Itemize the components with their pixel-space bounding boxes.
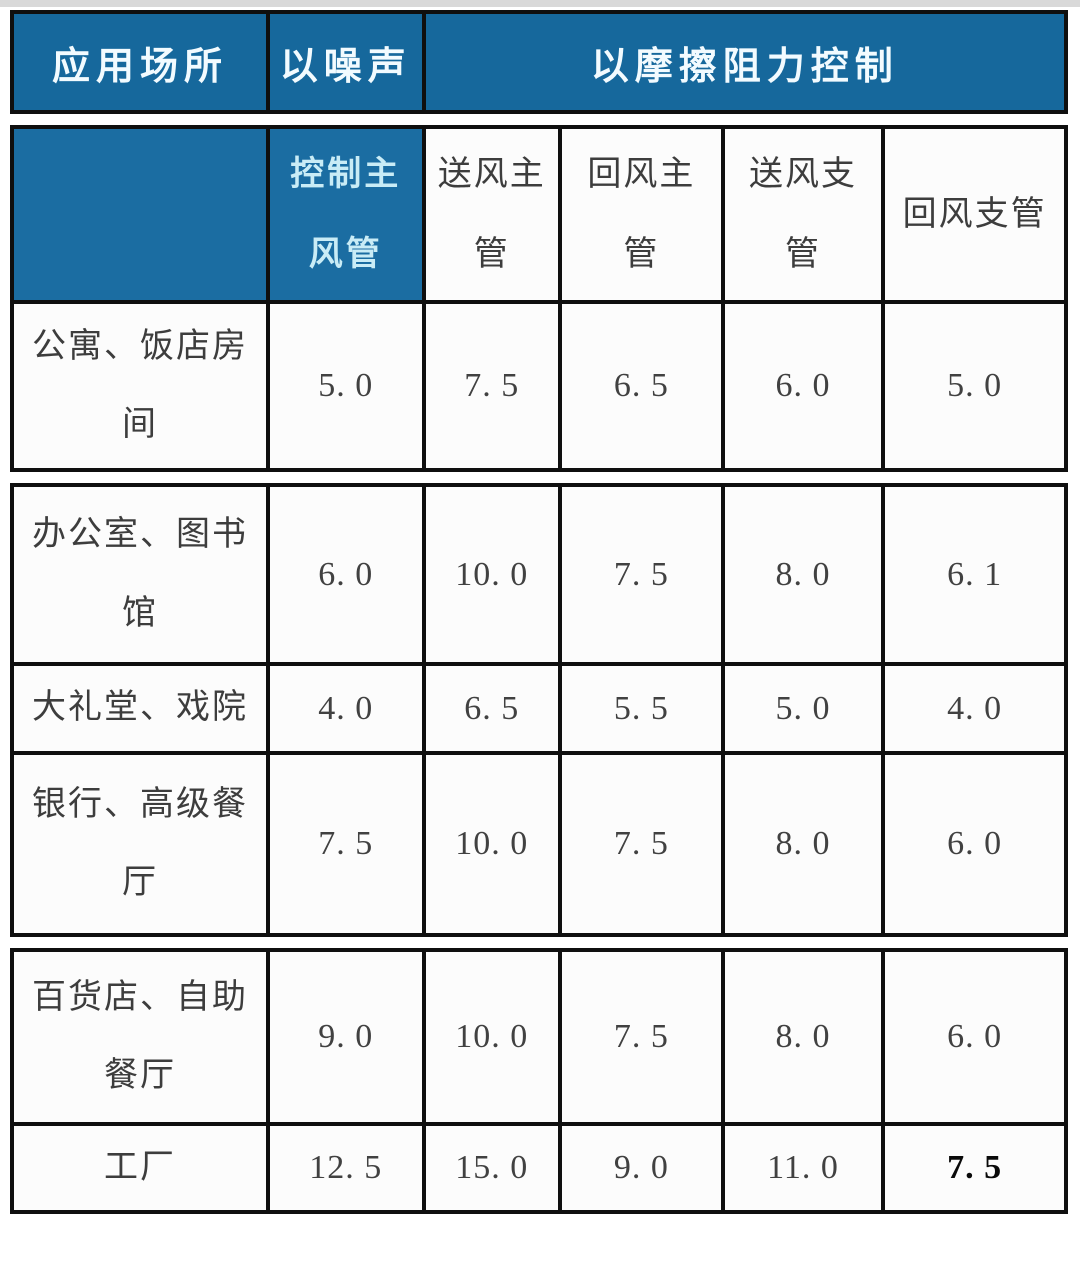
duct-friction-table: 应用场所 以噪声 以摩擦阻力控制 控制主 风管 送风主 管 回风主 管 送风支 … [0,7,1080,1214]
table-row: 百货店、自助 餐厅 9. 0 10. 0 7. 5 8. 0 6. 0 [10,948,1068,1126]
value-cell: 4. 0 [881,662,1068,755]
table-section-2: 办公室、图书 馆 6. 0 10. 0 7. 5 8. 0 6. 1 大礼堂、戏… [10,483,1068,937]
subheader-row: 控制主 风管 送风主 管 回风主 管 送风支 管 回风支管 [10,125,1068,304]
value-cell-dark: 7. 5 [881,1122,1068,1214]
value-cell: 9. 0 [265,948,426,1126]
value-cell: 7. 5 [558,483,725,666]
subheader-cell-empty [10,125,270,304]
value-cell: 5. 5 [558,662,725,755]
value-cell: 7. 5 [558,751,725,937]
value-cell: 6. 5 [558,300,725,472]
value-cell: 6. 0 [881,948,1068,1126]
table-section-1: 控制主 风管 送风主 管 回风主 管 送风支 管 回风支管 公寓、饭店房 间 5… [10,125,1068,472]
row-label: 百货店、自助 餐厅 [10,948,270,1126]
subheader-cell-return-branch: 回风支管 [881,125,1068,304]
top-divider [0,0,1080,7]
value-cell: 7. 5 [265,751,426,937]
value-cell: 5. 0 [265,300,426,472]
table-row: 公寓、饭店房 间 5. 0 7. 5 6. 5 6. 0 5. 0 [10,300,1068,472]
value-cell: 10. 0 [421,948,563,1126]
value-cell: 7. 5 [421,300,563,472]
value-cell: 4. 0 [265,662,426,755]
value-cell: 7. 5 [558,948,725,1126]
value-cell: 6. 0 [720,300,886,472]
subheader-cell-return-main: 回风主 管 [558,125,725,304]
subheader-cell-supply-main: 送风主 管 [421,125,563,304]
value-cell: 12. 5 [265,1122,426,1214]
header-cell-by-friction: 以摩擦阻力控制 [421,10,1069,114]
header-row: 应用场所 以噪声 以摩擦阻力控制 [10,10,1069,114]
value-cell: 6. 0 [265,483,426,666]
value-cell: 6. 5 [421,662,563,755]
value-cell: 6. 0 [881,751,1068,937]
row-label: 公寓、饭店房 间 [10,300,270,472]
row-label: 办公室、图书 馆 [10,483,270,666]
table-section-3: 百货店、自助 餐厅 9. 0 10. 0 7. 5 8. 0 6. 0 工厂 1… [10,948,1068,1214]
table-section-header: 应用场所 以噪声 以摩擦阻力控制 [10,10,1069,114]
subheader-cell-supply-branch: 送风支 管 [720,125,886,304]
table-row: 工厂 12. 5 15. 0 9. 0 11. 0 7. 5 [10,1122,1068,1214]
header-cell-application-place: 应用场所 [10,10,270,114]
value-cell: 8. 0 [720,751,886,937]
value-cell: 15. 0 [421,1122,563,1214]
value-cell: 5. 0 [881,300,1068,472]
value-cell: 8. 0 [720,948,886,1126]
row-label: 银行、高级餐 厅 [10,751,270,937]
value-cell: 8. 0 [720,483,886,666]
value-cell: 10. 0 [421,751,563,937]
table-row: 银行、高级餐 厅 7. 5 10. 0 7. 5 8. 0 6. 0 [10,751,1068,937]
subheader-cell-noise-main-duct: 控制主 风管 [265,125,426,304]
header-cell-by-noise: 以噪声 [265,10,426,114]
value-cell: 6. 1 [881,483,1068,666]
table-row: 办公室、图书 馆 6. 0 10. 0 7. 5 8. 0 6. 1 [10,483,1068,666]
value-cell: 9. 0 [558,1122,725,1214]
row-label: 工厂 [10,1122,270,1214]
table-row: 大礼堂、戏院 4. 0 6. 5 5. 5 5. 0 4. 0 [10,662,1068,755]
value-cell: 10. 0 [421,483,563,666]
row-label: 大礼堂、戏院 [10,662,270,755]
value-cell: 5. 0 [720,662,886,755]
value-cell: 11. 0 [720,1122,886,1214]
